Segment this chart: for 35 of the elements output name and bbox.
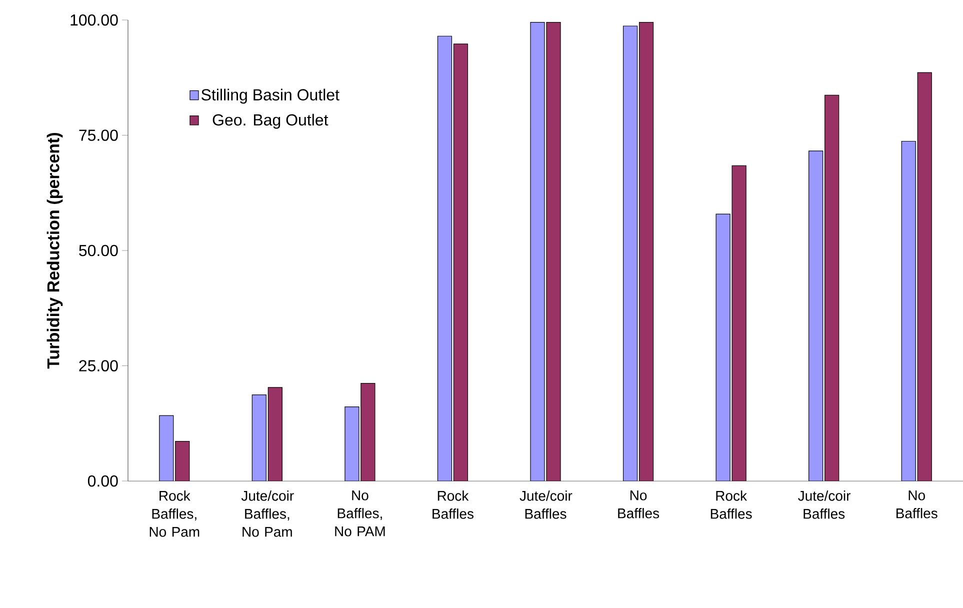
y-tick-label: 75.00 — [79, 130, 118, 141]
x-tick-label: Rock Baffles, No Pam — [150, 490, 200, 537]
x-tick-label: Rock Baffles — [432, 490, 474, 519]
legend-label: Stilling Basin Outlet — [202, 88, 340, 104]
x-tick-label: No Baffles — [618, 490, 660, 518]
x-tick-label: No Baffles — [896, 490, 938, 518]
bar — [732, 166, 746, 481]
bar — [268, 387, 282, 481]
bar — [530, 22, 544, 481]
x-tick-label: No Baffles, No PAM — [335, 490, 385, 536]
bar — [716, 214, 730, 481]
legend-label: Geo. Bag Outlet — [212, 114, 328, 129]
y-tick-label: 0.00 — [88, 475, 118, 487]
bar — [639, 22, 654, 481]
bar — [159, 416, 174, 481]
bar — [546, 22, 560, 481]
bar — [344, 406, 359, 481]
bar — [252, 394, 266, 481]
bar — [808, 150, 823, 481]
bar — [824, 95, 839, 481]
x-tick-label: Jute/coir Baffles — [798, 490, 851, 519]
bar — [623, 26, 638, 481]
y-tick-label: 100.00 — [70, 14, 118, 26]
x-tick-label: Jute/coir Baffles, No Pam — [241, 490, 294, 537]
y-tick-label: 50.00 — [79, 244, 118, 256]
x-tick-label: Rock Baffles — [710, 490, 752, 519]
bar — [454, 44, 468, 481]
y-tick-label: 25.00 — [79, 360, 118, 372]
bar — [360, 383, 375, 481]
bar — [175, 441, 190, 481]
x-tick-label: Jute/coir Baffles — [520, 490, 572, 519]
bar — [438, 36, 452, 481]
bar — [901, 140, 916, 481]
bar — [917, 72, 932, 481]
y-axis-title: Turbidity Reduction (percent) — [46, 132, 63, 369]
